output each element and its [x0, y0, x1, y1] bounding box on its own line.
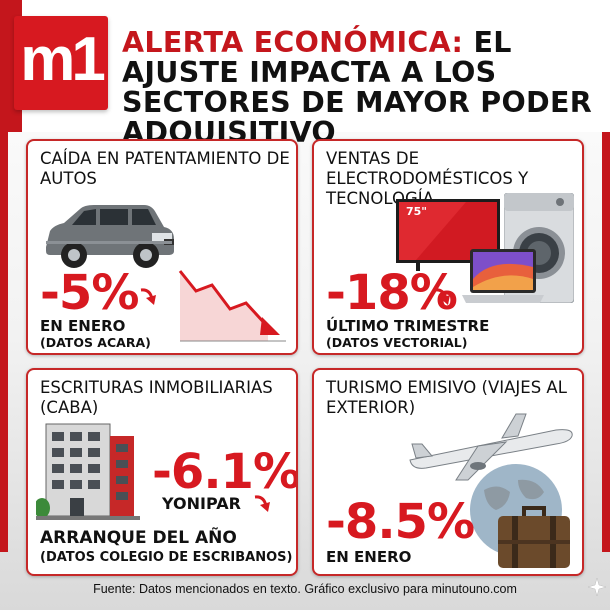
source-label: (DATOS ACARA): [40, 335, 151, 350]
left-accent-stripe: [0, 132, 8, 552]
value-escrituras: -6.1%: [152, 444, 298, 500]
building-icon: [36, 416, 140, 520]
laptop-icon: [462, 249, 544, 305]
down-arrow-icon: [432, 285, 454, 307]
right-accent-stripe: [602, 132, 610, 552]
card-autos: CAÍDA EN PATENTAMIENTO DE AUTOS -5% EN E…: [26, 139, 298, 355]
card-escrituras: ESCRITURAS INMOBILIARIAS (CABA) -6.1% YO…: [26, 368, 298, 576]
airplane-icon: [406, 410, 578, 482]
m1-logo[interactable]: m1: [14, 16, 108, 110]
suitcase-icon: [496, 506, 572, 572]
tv-size-label: 75": [406, 205, 428, 218]
tv-icon: [396, 199, 500, 273]
period-label: EN ENERO: [326, 548, 412, 566]
period-label: ÚLTIMO TRIMESTRE: [326, 317, 490, 335]
card-title: CAÍDA EN PATENTAMIENTO DE AUTOS: [40, 149, 290, 188]
period-label: ARRANQUE DEL AÑO: [40, 528, 237, 548]
declining-chart-icon: [176, 261, 290, 345]
footer-source: Fuente: Datos mencionados en texto. Gráf…: [93, 582, 517, 596]
headline: ALERTA ECONÓMICA: EL AJUSTE IMPACTA A LO…: [122, 28, 602, 148]
source-label: (DATOS VECTORIAL): [326, 335, 468, 350]
headline-highlight: ALERTA ECONÓMICA:: [122, 26, 464, 59]
value-electro: -18%: [326, 265, 458, 321]
extra-label: YONIPAR: [162, 494, 241, 513]
down-arrow-icon: [138, 285, 160, 307]
down-arrow-icon: [252, 492, 274, 514]
logo-text: m1: [20, 25, 106, 94]
sparkle-icon: [588, 578, 606, 596]
value-autos: -5%: [40, 265, 139, 321]
card-title: TURISMO EMISIVO (VIAJES AL EXTERIOR): [326, 378, 567, 417]
card-electro: VENTAS DE ELECTRODOMÉSTICOS Y TECNOLOGÍA…: [312, 139, 584, 355]
period-label: EN ENERO: [40, 317, 126, 335]
car-icon: [40, 195, 180, 275]
card-title: ESCRITURAS INMOBILIARIAS (CABA): [40, 378, 273, 417]
value-turismo: -8.5%: [326, 494, 475, 550]
card-turismo: TURISMO EMISIVO (VIAJES AL EXTERIOR) -8.…: [312, 368, 584, 576]
source-label: (DATOS COLEGIO DE ESCRIBANOS): [40, 550, 293, 565]
